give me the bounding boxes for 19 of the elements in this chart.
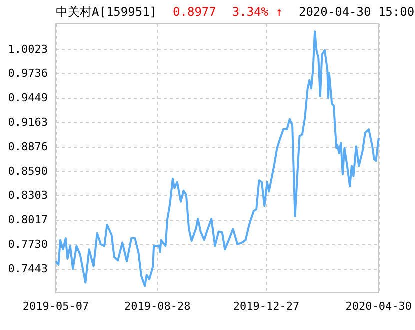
text: 3.34% ↑ [232,5,283,19]
x-tick-label: 2019-12-27 [233,300,300,313]
text: 0.8977 [173,5,216,19]
y-tick-label: 0.9736 [8,67,48,80]
chart-title: 中关村A[159951] [56,4,158,20]
y-tick-label: 0.8303 [8,189,48,202]
line-series [55,30,380,288]
y-tick-label: 0.8590 [8,164,48,178]
y-tick-label: 0.8876 [8,140,48,154]
x-tick-label: 2019-05-07 [22,300,90,313]
y-tick-label: 0.7730 [8,238,48,251]
x-tick-label: 2020-04-30 [346,300,412,313]
y-tick-label: 0.8017 [8,214,48,227]
y-tick-label: 0.9449 [8,92,48,105]
y-tick-label: 0.9163 [8,116,48,129]
y-tick-label: 0.7443 [8,262,48,276]
y-tick-label: 1.0023 [8,42,48,56]
x-tick-label: 2019-08-28 [124,300,191,313]
text: 2020-04-30 15:00 [298,5,415,19]
